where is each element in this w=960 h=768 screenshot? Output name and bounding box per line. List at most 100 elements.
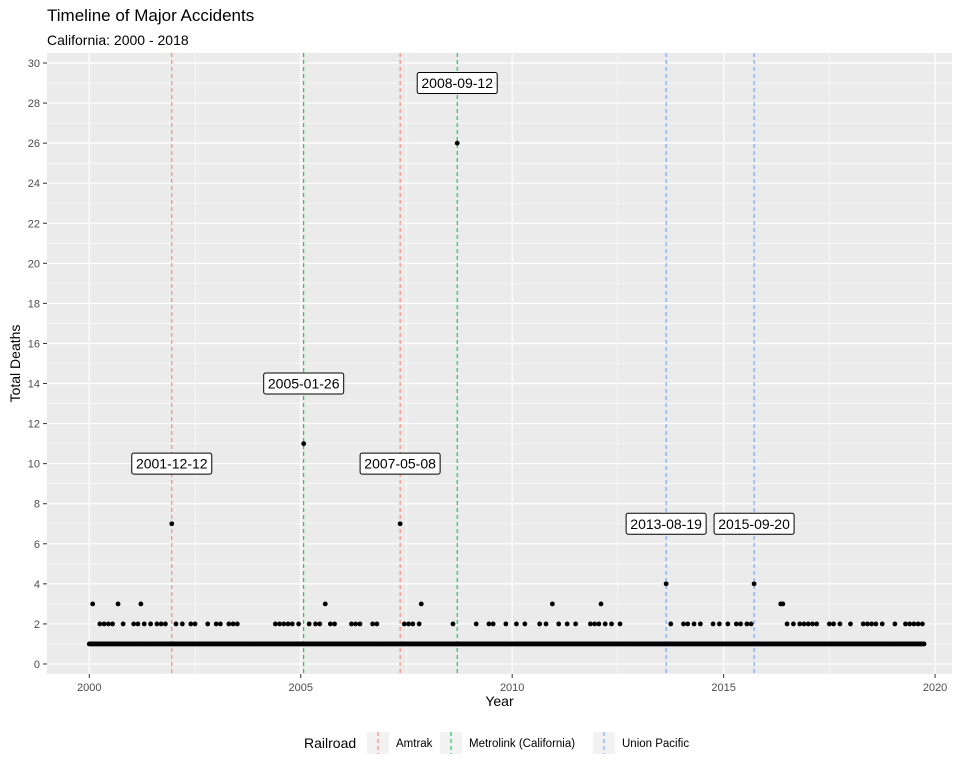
data-point (450, 621, 456, 627)
data-point (738, 621, 743, 627)
y-tick-label: 2 (34, 619, 40, 631)
y-tick-label: 28 (28, 98, 40, 110)
data-point (780, 601, 786, 607)
data-point (733, 621, 739, 627)
data-point (317, 621, 323, 627)
data-point (919, 621, 925, 627)
y-tick-label: 24 (28, 178, 40, 190)
data-point (217, 621, 223, 627)
data-point (564, 621, 570, 627)
y-tick-label: 0 (34, 659, 40, 671)
y-tick-label: 22 (28, 218, 40, 230)
legend-entry-label: Amtrak (396, 738, 433, 750)
data-point (915, 621, 921, 627)
data-point (179, 621, 185, 627)
data-point (486, 621, 492, 627)
data-point (454, 140, 460, 146)
data-point (556, 621, 562, 627)
data-point (663, 581, 669, 587)
annotation-box (359, 452, 441, 475)
data-point (115, 601, 121, 607)
data-point (892, 621, 898, 627)
x-tick-label: 2005 (288, 682, 312, 694)
data-point (226, 621, 232, 627)
data-point (602, 621, 608, 627)
data-point (801, 621, 807, 627)
data-point (370, 621, 376, 627)
data-point (406, 621, 411, 627)
data-point (473, 621, 479, 627)
y-tick-label: 16 (28, 338, 40, 350)
data-point (837, 621, 843, 627)
chart-title: Timeline of Major Accidents (47, 6, 255, 25)
data-point (668, 621, 674, 627)
data-point (549, 601, 555, 607)
data-point (90, 601, 96, 607)
data-point (205, 621, 211, 627)
data-point (791, 621, 796, 627)
data-point (514, 621, 519, 627)
data-point (609, 621, 614, 627)
y-tick-label: 12 (28, 419, 40, 431)
data-point (869, 621, 875, 627)
data-point (725, 621, 731, 627)
data-point (141, 621, 147, 627)
legend-entry-label: Union Pacific (622, 738, 689, 750)
annotation-box (713, 512, 795, 535)
data-point (598, 601, 604, 607)
data-point (401, 621, 407, 627)
data-point (907, 621, 913, 627)
data-point (313, 621, 318, 627)
data-point (332, 621, 337, 627)
data-point (744, 621, 750, 627)
data-point (154, 621, 160, 627)
data-point (397, 521, 403, 527)
data-point (353, 621, 359, 627)
data-point (784, 621, 790, 627)
data-point (416, 621, 422, 627)
data-point (681, 621, 686, 627)
data-point (192, 621, 198, 627)
data-point (490, 621, 496, 627)
data-point (234, 621, 240, 627)
data-point (277, 621, 282, 627)
y-tick-label: 8 (34, 499, 40, 511)
data-point (163, 621, 168, 627)
annotation-box (416, 72, 498, 95)
data-point (213, 621, 219, 627)
chart-subtitle: California: 2000 - 2018 (47, 32, 189, 48)
data-point (230, 621, 236, 627)
data-point (349, 621, 354, 627)
data-point (691, 621, 697, 627)
data-point (138, 601, 144, 607)
data-point (173, 621, 179, 627)
data-point (921, 641, 927, 647)
data-point (805, 621, 811, 627)
legend: Railroad Amtrak Metrolink (California) Unio… (304, 732, 689, 754)
data-point (306, 621, 312, 627)
data-point (120, 621, 126, 627)
data-point (285, 621, 291, 627)
y-tick-label: 14 (28, 379, 40, 391)
data-point (503, 621, 509, 627)
data-point (543, 621, 549, 627)
y-tick-label: 20 (28, 258, 40, 270)
annotation-text: 2007-05-08 (364, 456, 436, 472)
data-point (522, 621, 528, 627)
data-point (826, 621, 832, 627)
data-point (865, 621, 870, 627)
data-point (322, 601, 328, 607)
data-point (617, 621, 623, 627)
data-point (296, 621, 302, 627)
data-point (831, 621, 836, 627)
data-point (418, 601, 424, 607)
data-point (101, 621, 107, 627)
data-point (301, 441, 307, 447)
data-point (911, 621, 917, 627)
annotation-label: 2001-12-12 (131, 452, 213, 475)
data-point (848, 621, 853, 627)
y-tick-label: 4 (34, 579, 40, 591)
y-tick-label: 18 (28, 298, 40, 310)
x-axis-title: Year (485, 693, 514, 709)
